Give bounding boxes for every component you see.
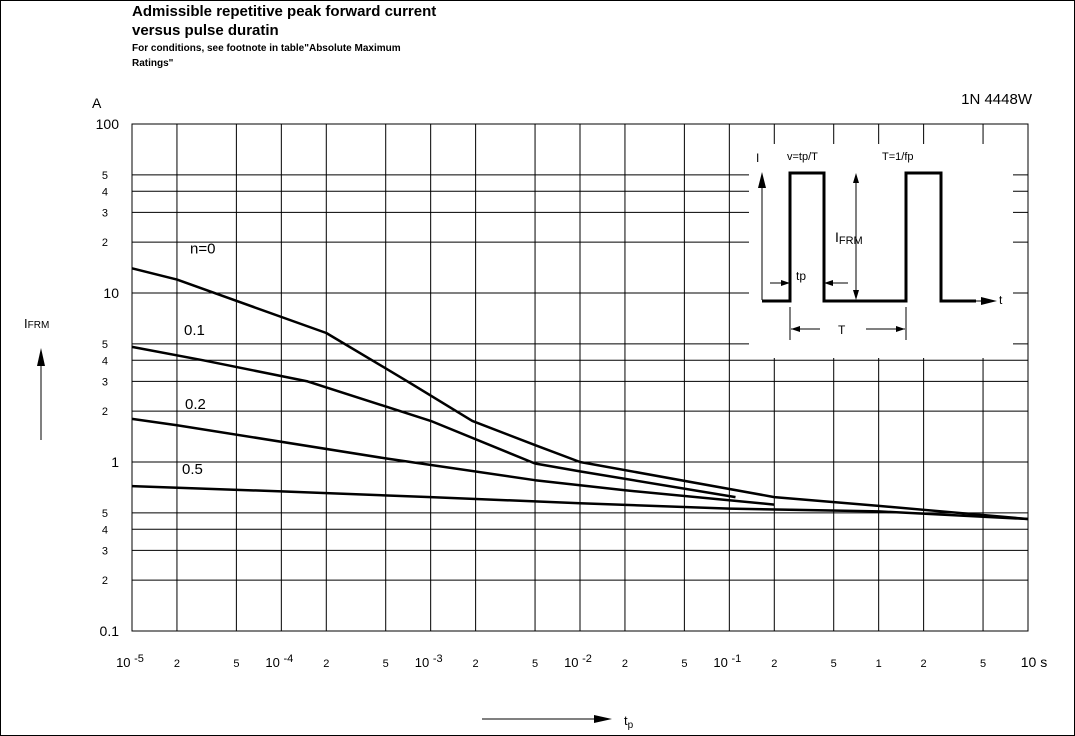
chart-title: Admissible repetitive peak forward curre… — [132, 2, 552, 40]
inset-amplitude-label-sub: FRM — [839, 235, 863, 247]
y-tick-label: 1 — [111, 454, 119, 470]
x-tick-label: 2 — [174, 658, 180, 670]
svg-text:tp: tp — [624, 713, 634, 731]
x-tick-label: 10 -3 — [415, 653, 443, 670]
x-tick-label: 5 — [831, 658, 837, 670]
y-tick-label: 5 — [102, 508, 108, 520]
note-line-2: Ratings" — [132, 58, 174, 69]
series-label: 0.5 — [182, 461, 203, 478]
y-tick-label: 3 — [102, 545, 108, 557]
inset-amplitude-arrow-top — [853, 173, 859, 183]
part-number: 1N 4448W — [961, 91, 1032, 108]
y-tick-label: 10 — [103, 285, 119, 301]
inset-amplitude-label-main: I — [835, 229, 839, 245]
inset-duty-label: v=tp/T — [787, 151, 818, 163]
x-tick-label: 10 -1 — [713, 653, 741, 670]
pulse-inset: I t v=tp/T T=1/fp IFRM tp T — [749, 144, 1013, 358]
x-tick-label: 5 — [233, 658, 239, 670]
y-tick-label: 2 — [102, 575, 108, 587]
inset-tp-arrowhead-right — [824, 280, 833, 286]
series-line — [131, 484, 1029, 521]
note-line-1: For conditions, see footnote in table"Ab… — [132, 43, 401, 54]
title-line-2: versus pulse duratin — [132, 22, 279, 39]
y-axis-arrow-head — [37, 348, 45, 366]
x-tick-exponent: -2 — [582, 653, 592, 665]
x-axis-label-sub: p — [628, 720, 634, 731]
y-tick-label: 4 — [102, 355, 108, 367]
y-axis-label-main: I — [24, 316, 28, 331]
x-tick-label: 10 -5 — [116, 653, 144, 670]
y-tick-label: 100 — [96, 116, 120, 132]
inset-y-label: I — [756, 151, 759, 165]
x-tick-label: 10 -4 — [265, 653, 293, 670]
svg-text:IFRM: IFRM — [835, 229, 863, 247]
series-line — [131, 345, 736, 499]
series-label: 0.2 — [185, 396, 206, 413]
x-tick-base: 10 — [713, 655, 731, 670]
y-tick-label: 5 — [102, 339, 108, 351]
y-tick-label: 4 — [102, 186, 108, 198]
x-tick-label: 1 — [876, 658, 882, 670]
x-tick-label: 2 — [921, 658, 927, 670]
x-tick-base: 10 — [116, 655, 134, 670]
x-tick-label: 2 — [622, 658, 628, 670]
svg-text:IFRM: IFRM — [24, 316, 49, 331]
inset-pulse-label: tp — [796, 269, 806, 283]
series-label: 0.1 — [184, 322, 205, 339]
chart-note: For conditions, see footnote in table"Ab… — [132, 41, 552, 71]
x-tick-label: 10 s — [1021, 654, 1047, 670]
y-axis-label-sub: FRM — [28, 320, 50, 331]
x-axis-arrow-head — [594, 715, 612, 723]
x-tick-label: 5 — [681, 658, 687, 670]
inset-x-label: t — [999, 293, 1003, 307]
y-unit-label: A — [92, 95, 102, 111]
inset-waveform — [762, 171, 976, 303]
inset-y-arrow — [758, 172, 766, 188]
x-tick-label: 5 — [383, 658, 389, 670]
x-tick-exponent: -1 — [731, 653, 741, 665]
title-line-1: Admissible repetitive peak forward curre… — [132, 3, 437, 20]
y-tick-label: 0.1 — [100, 623, 120, 639]
y-tick-labels: 0.1 2 3 4 5 1 2 3 4 5 10 2 3 4 5 100 — [96, 116, 120, 639]
inset-period-arrowhead-right — [896, 326, 905, 332]
inset-period-marker: T — [838, 323, 846, 337]
series-lines — [131, 267, 1029, 521]
x-tick-base: 10 — [415, 655, 433, 670]
x-tick-exponent: -3 — [433, 653, 443, 665]
x-tick-label: 2 — [473, 658, 479, 670]
x-tick-labels: 10 -5 2 5 10 -4 2 5 10 -3 2 5 10 -2 2 5 10 -1 2 5 1 2 5 10… — [116, 653, 1047, 670]
series-label: n=0 — [190, 240, 215, 257]
series-line — [131, 267, 1029, 521]
inset-amplitude-arrow-bottom — [853, 290, 859, 300]
inset-x-arrow — [981, 297, 997, 305]
x-axis-label-main: t — [624, 713, 628, 728]
x-axis-label: tp — [482, 713, 634, 731]
inset-background — [749, 144, 1013, 358]
x-tick-base: 10 — [564, 655, 582, 670]
y-tick-label: 3 — [102, 376, 108, 388]
series-labels: n=0 0.1 0.2 0.5 — [182, 240, 215, 478]
x-tick-label: 10 -2 — [564, 653, 592, 670]
x-tick-label: 2 — [323, 658, 329, 670]
y-tick-label: 4 — [102, 524, 108, 536]
y-tick-label: 2 — [102, 406, 108, 418]
y-axis-label: IFRM — [24, 316, 49, 440]
x-tick-label: 2 — [771, 658, 777, 670]
x-tick-exponent: -5 — [134, 653, 144, 665]
x-tick-label: 5 — [980, 658, 986, 670]
x-tick-base: 10 — [265, 655, 283, 670]
inset-period-arrowhead-left — [791, 326, 800, 332]
series-line — [131, 417, 775, 506]
x-tick-exponent: -4 — [283, 653, 293, 665]
plot-border — [131, 123, 1029, 632]
y-tick-label: 3 — [102, 207, 108, 219]
inset-period-label: T=1/fp — [882, 151, 914, 163]
inset-tp-arrowhead-left — [781, 280, 790, 286]
x-tick-label: 5 — [532, 658, 538, 670]
y-tick-label: 5 — [102, 170, 108, 182]
y-tick-label: 2 — [102, 237, 108, 249]
